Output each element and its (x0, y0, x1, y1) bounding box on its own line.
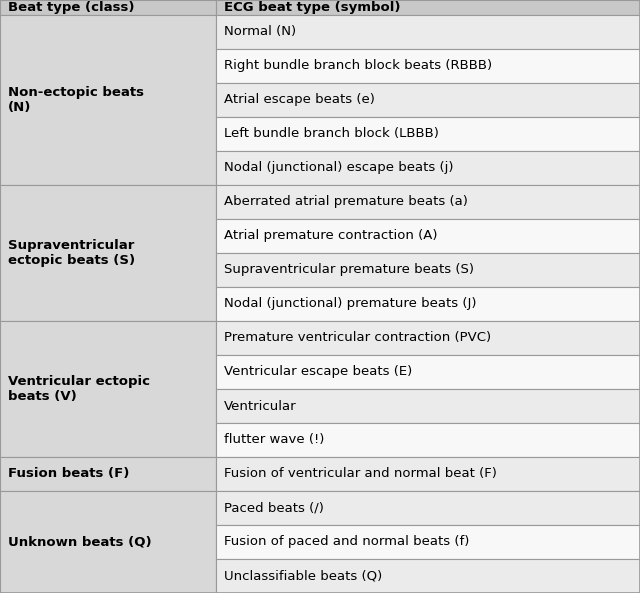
Text: Aberrated atrial premature beats (a): Aberrated atrial premature beats (a) (225, 196, 468, 209)
Text: Premature ventricular contraction (PVC): Premature ventricular contraction (PVC) (225, 331, 492, 345)
Bar (0, 491, 216, 593)
Bar (216, 525, 640, 559)
Bar (0, 321, 216, 457)
Text: Supraventricular premature beats (S): Supraventricular premature beats (S) (225, 263, 474, 276)
Bar (216, 491, 640, 525)
Bar (216, 83, 640, 117)
Text: Atrial premature contraction (A): Atrial premature contraction (A) (225, 229, 438, 243)
Text: Non-ectopic beats
(N): Non-ectopic beats (N) (8, 86, 144, 114)
Bar (0, 0, 216, 15)
Bar (216, 49, 640, 83)
Text: Paced beats (/): Paced beats (/) (225, 502, 324, 515)
Bar (216, 0, 640, 15)
Text: Fusion of paced and normal beats (f): Fusion of paced and normal beats (f) (225, 535, 470, 549)
Bar (216, 15, 640, 49)
Bar (216, 355, 640, 389)
Text: ECG beat type (symbol): ECG beat type (symbol) (225, 1, 401, 14)
Bar (216, 559, 640, 593)
Bar (216, 219, 640, 253)
Text: Supraventricular
ectopic beats (S): Supraventricular ectopic beats (S) (8, 239, 135, 267)
Bar (0, 457, 216, 491)
Text: Ventricular ectopic
beats (V): Ventricular ectopic beats (V) (8, 375, 150, 403)
Text: Atrial escape beats (e): Atrial escape beats (e) (225, 94, 375, 107)
Text: Normal (N): Normal (N) (225, 25, 296, 39)
Text: Nodal (junctional) escape beats (j): Nodal (junctional) escape beats (j) (225, 161, 454, 174)
Bar (0, 15, 216, 185)
Bar (216, 321, 640, 355)
Bar (216, 389, 640, 423)
Bar (216, 117, 640, 151)
Bar (216, 457, 640, 491)
Bar (216, 151, 640, 185)
Text: Beat type (class): Beat type (class) (8, 1, 134, 14)
Bar (216, 423, 640, 457)
Text: flutter wave (!): flutter wave (!) (225, 433, 324, 447)
Text: Unclassifiable beats (Q): Unclassifiable beats (Q) (225, 569, 383, 582)
Bar (216, 287, 640, 321)
Text: Right bundle branch block beats (RBBB): Right bundle branch block beats (RBBB) (225, 59, 492, 72)
Bar (216, 253, 640, 287)
Text: Fusion beats (F): Fusion beats (F) (8, 467, 129, 480)
Text: Left bundle branch block (LBBB): Left bundle branch block (LBBB) (225, 127, 439, 141)
Bar (216, 185, 640, 219)
Text: Unknown beats (Q): Unknown beats (Q) (8, 535, 152, 549)
Text: Nodal (junctional) premature beats (J): Nodal (junctional) premature beats (J) (225, 298, 477, 311)
Text: Ventricular escape beats (E): Ventricular escape beats (E) (225, 365, 413, 378)
Text: Ventricular: Ventricular (225, 400, 297, 413)
Text: Fusion of ventricular and normal beat (F): Fusion of ventricular and normal beat (F… (225, 467, 497, 480)
Bar (0, 185, 216, 321)
